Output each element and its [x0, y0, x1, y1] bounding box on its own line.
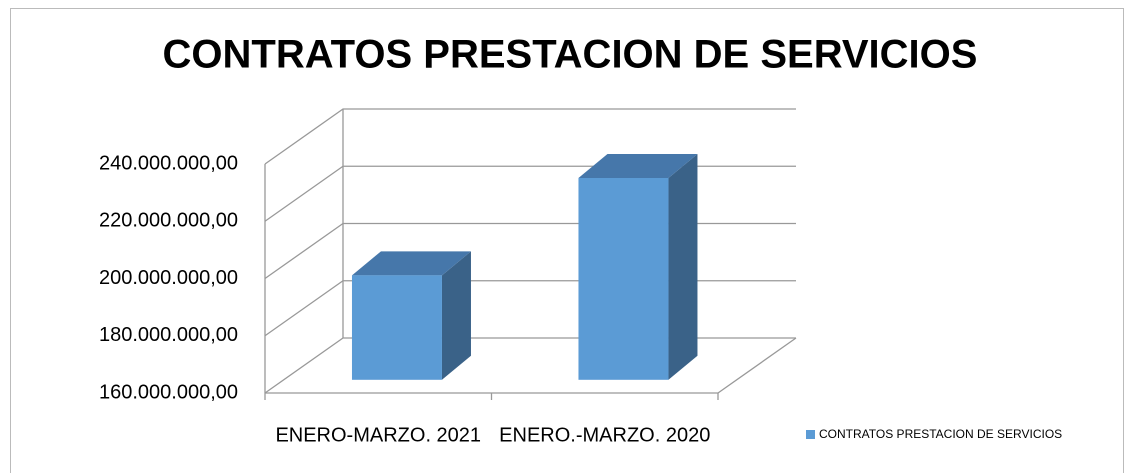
- y-tick-label: 220.000.000,00: [99, 210, 238, 232]
- y-tick-label: 160.000.000,00: [99, 381, 238, 403]
- x-tick-label: ENERO-MARZO. 2021: [275, 424, 481, 446]
- bar: [351, 275, 442, 380]
- bar-side: [441, 251, 471, 380]
- bar-side: [668, 153, 698, 380]
- grid-line: [264, 165, 796, 222]
- bar: [578, 177, 669, 380]
- x-tick-label: ENERO.-MARZO. 2020: [499, 424, 710, 446]
- bar-top: [351, 251, 471, 276]
- grid-line: [264, 222, 796, 280]
- grid-line: [264, 337, 796, 394]
- legend-label: CONTRATOS PRESTACION DE SERVICIOS: [819, 427, 1062, 441]
- grid-line: [264, 108, 796, 165]
- legend-swatch: [806, 430, 815, 439]
- floor-edge: [265, 337, 797, 394]
- y-tick-label: 200.000.000,00: [99, 267, 238, 289]
- chart-title: CONTRATOS PRESTACION DE SERVICIOS: [163, 33, 978, 77]
- y-tick-label: 240.000.000,00: [99, 152, 238, 174]
- chart-frame: [10, 8, 1124, 473]
- bar-top: [578, 153, 698, 178]
- y-tick-label: 180.000.000,00: [99, 324, 238, 346]
- grid-line: [264, 280, 796, 337]
